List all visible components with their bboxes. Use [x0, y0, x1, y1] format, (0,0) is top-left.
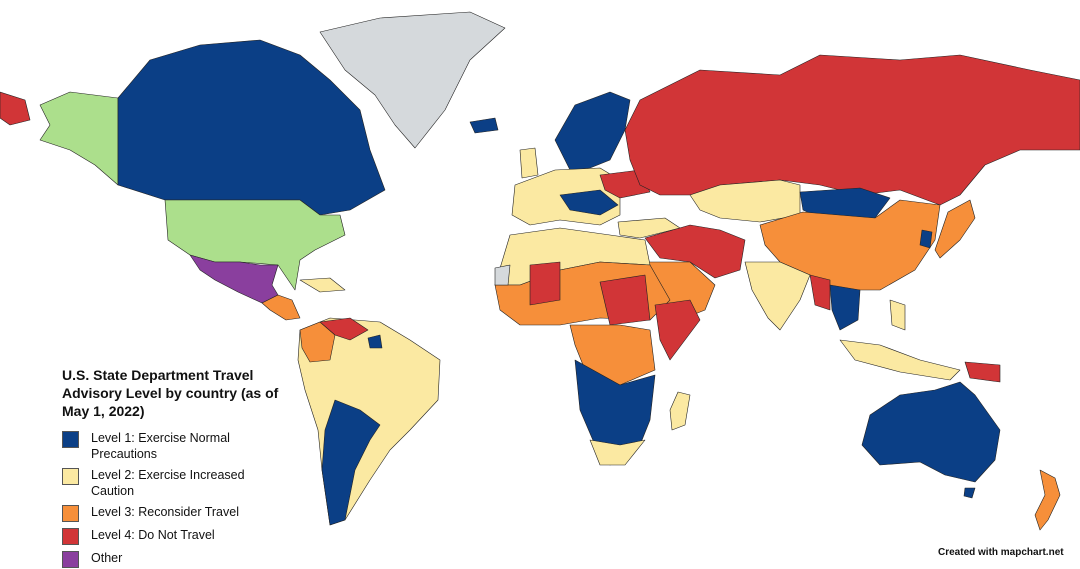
region-philippines — [889, 299, 906, 331]
region-western-sahara — [494, 264, 511, 286]
legend-item-level-3: Level 3: Reconsider Travel — [62, 504, 292, 522]
legend-label: Level 4: Do Not Travel — [91, 528, 215, 542]
legend-swatch — [62, 468, 79, 485]
region-mali-sudan — [529, 261, 561, 306]
region-se-asia — [829, 284, 861, 331]
region-sudan — [599, 274, 651, 326]
region-turkey — [617, 217, 681, 239]
legend: U.S. State Department Travel Advisory Le… — [62, 366, 292, 569]
legend-title: U.S. State Department Travel Advisory Le… — [62, 367, 279, 419]
region-middle-east-north — [644, 224, 746, 279]
region-central-america — [261, 294, 301, 321]
legend-item-other: Other — [62, 550, 292, 568]
region-guyana — [367, 334, 383, 349]
legend-label: Level 3: Reconsider Travel — [91, 505, 239, 519]
region-tasmania — [963, 487, 976, 499]
legend-swatch — [62, 551, 79, 568]
legend-item-level-4: Level 4: Do Not Travel — [62, 527, 292, 545]
region-korea — [919, 229, 933, 249]
region-papua — [964, 361, 1001, 383]
region-venezuela — [319, 317, 369, 341]
region-argentina-chile — [321, 399, 381, 526]
region-iceland — [469, 117, 499, 134]
region-new-zealand — [1034, 469, 1061, 531]
region-scandinavia — [554, 91, 631, 171]
region-greenland — [319, 11, 506, 149]
legend-item-level-1: Level 1: Exercise Normal Precautions — [62, 430, 292, 462]
region-central-europe — [559, 189, 619, 216]
region-indonesia — [839, 339, 961, 381]
region-japan — [934, 199, 976, 259]
region-madagascar — [669, 391, 691, 431]
region-mexico — [189, 254, 279, 304]
region-uk — [519, 147, 539, 179]
credit-text: Created with mapchart.net — [938, 547, 1064, 558]
region-australia — [861, 381, 1001, 483]
region-myanmar — [809, 274, 831, 311]
region-chukotka — [0, 91, 31, 126]
legend-swatch — [62, 431, 79, 448]
legend-swatch — [62, 528, 79, 545]
legend-label: Level 1: Exercise Normal Precautions — [91, 431, 230, 461]
region-caribbean — [299, 277, 346, 293]
region-south-africa — [589, 439, 646, 466]
legend-label: Other — [91, 551, 123, 565]
region-russia — [624, 54, 1080, 206]
region-india — [744, 261, 811, 331]
legend-swatch — [62, 505, 79, 522]
region-alaska — [39, 91, 119, 186]
legend-item-level-2: Level 2: Exercise Increased Caution — [62, 467, 292, 499]
legend-label: Level 2: Exercise Increased Caution — [91, 468, 245, 498]
region-horn-of-africa — [654, 299, 701, 361]
